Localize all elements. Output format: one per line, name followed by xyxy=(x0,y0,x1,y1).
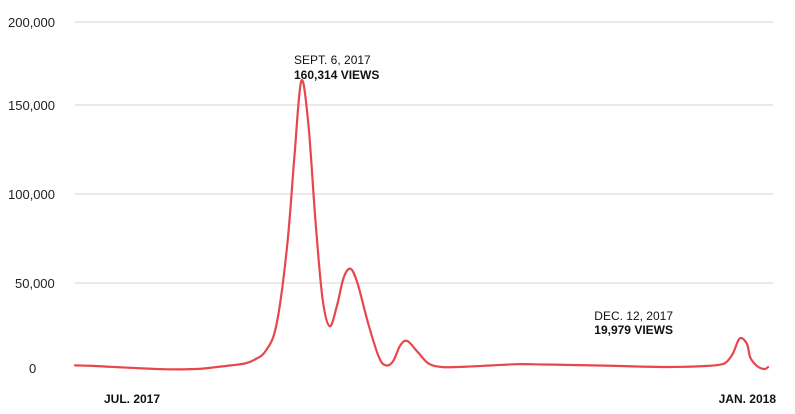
peak-annotation-date: SEPT. 6, 2017 xyxy=(294,53,371,67)
y-tick-label: 50,000 xyxy=(15,276,55,291)
y-tick-label: 150,000 xyxy=(8,98,55,113)
views-series-line xyxy=(73,79,770,371)
x-axis-ticks: JUL. 2017 JAN. 2018 xyxy=(104,392,776,406)
x-tick-label: JAN. 2018 xyxy=(719,392,777,406)
peak-annotation-views: 160,314 VIEWS xyxy=(294,68,379,82)
annotations: SEPT. 6, 2017 160,314 VIEWS DEC. 12, 201… xyxy=(294,53,673,337)
x-tick-label: JUL. 2017 xyxy=(104,392,160,406)
y-tick-label: 200,000 xyxy=(8,15,55,30)
y-tick-label: 0 xyxy=(29,361,36,376)
december-annotation-views: 19,979 VIEWS xyxy=(594,323,673,337)
y-tick-label: 100,000 xyxy=(8,187,55,202)
y-gridlines xyxy=(75,21,773,284)
december-annotation-date: DEC. 12, 2017 xyxy=(594,309,673,323)
y-axis-ticks: 200,000 150,000 100,000 50,000 0 xyxy=(8,15,55,376)
